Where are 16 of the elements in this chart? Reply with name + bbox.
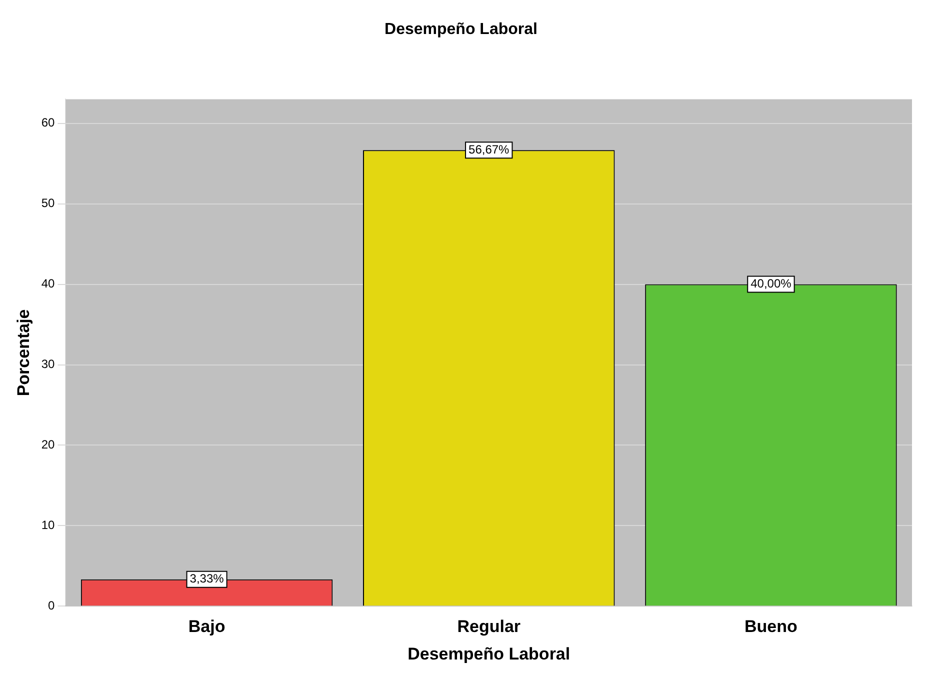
y-tick-label: 50 bbox=[41, 196, 56, 210]
data-label: 56,67% bbox=[468, 142, 510, 156]
y-tick-label: 40 bbox=[41, 276, 56, 291]
x-axis-title: Desempeño Laboral bbox=[408, 644, 570, 664]
y-tick-label: 30 bbox=[41, 357, 56, 372]
x-tick-label: Bajo bbox=[188, 617, 226, 636]
y-tick-label: 10 bbox=[41, 518, 56, 532]
x-tick-label: Regular bbox=[457, 617, 521, 636]
data-label: 3,33% bbox=[190, 572, 224, 586]
x-tick-label: Bueno bbox=[744, 617, 798, 636]
y-tick-label: 0 bbox=[48, 598, 56, 613]
y-tick-label: 60 bbox=[41, 116, 56, 130]
data-label: 40,00% bbox=[750, 276, 792, 291]
y-tick-label: 20 bbox=[41, 438, 56, 452]
y-axis-title: Porcentaje bbox=[14, 309, 33, 396]
chart-title: Desempeño Laboral bbox=[384, 21, 538, 38]
